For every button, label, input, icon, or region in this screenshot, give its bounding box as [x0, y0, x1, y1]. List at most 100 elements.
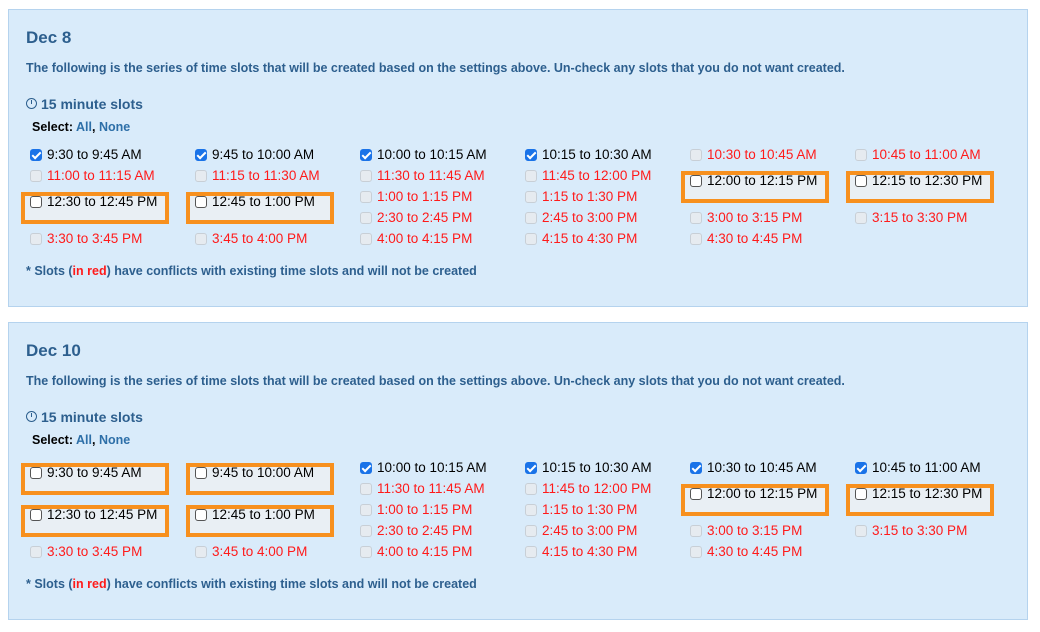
time-slot: 2:45 to 3:00 PM — [525, 520, 690, 541]
conflict-footnote: * Slots (in red) have conflicts with exi… — [26, 264, 477, 278]
time-slot[interactable]: 9:45 to 10:00 AM — [186, 462, 360, 495]
time-slot: 3:00 to 3:15 PM — [690, 207, 855, 228]
time-slot[interactable]: 10:00 to 10:15 AM — [360, 457, 525, 478]
time-slot-label: 1:15 to 1:30 PM — [542, 502, 638, 517]
time-slot: 3:15 to 3:30 PM — [855, 207, 1020, 228]
checkbox — [525, 232, 537, 245]
checkbox[interactable] — [195, 466, 207, 479]
time-slot: 4:00 to 4:15 PM — [360, 541, 525, 562]
time-slot-label: 12:00 to 12:15 PM — [707, 486, 818, 501]
time-slot-label: 3:15 to 3:30 PM — [872, 210, 968, 225]
time-slot-label: 11:30 to 11:45 AM — [377, 168, 485, 183]
time-slot[interactable]: 10:45 to 11:00 AM — [855, 457, 1020, 478]
time-slot-label: 11:45 to 12:00 PM — [542, 481, 652, 496]
checkbox — [30, 169, 42, 182]
checkbox-checked[interactable] — [195, 148, 207, 161]
checkbox[interactable] — [30, 195, 42, 208]
checkbox-checked[interactable] — [525, 461, 537, 474]
time-slot-label: 3:30 to 3:45 PM — [47, 231, 143, 246]
checkbox[interactable] — [690, 487, 702, 500]
checkbox — [855, 524, 867, 537]
time-slot[interactable]: 12:15 to 12:30 PM — [846, 483, 1020, 516]
time-slot: 4:15 to 4:30 PM — [525, 228, 690, 249]
highlight-box — [846, 484, 994, 516]
checkbox-checked[interactable] — [525, 148, 537, 161]
time-slot[interactable]: 9:30 to 9:45 AM — [21, 462, 195, 495]
checkbox — [525, 211, 537, 224]
checkbox[interactable] — [690, 174, 702, 187]
time-slot-label: 10:45 to 11:00 AM — [872, 460, 981, 475]
day-title: Dec 10 — [26, 341, 81, 360]
time-slot[interactable]: 10:30 to 10:45 AM — [690, 457, 855, 478]
select-none-link[interactable]: None — [98, 433, 131, 447]
time-slot: 3:30 to 3:45 PM — [30, 541, 195, 562]
time-slot: 11:15 to 11:30 AM — [195, 165, 360, 186]
checkbox[interactable] — [195, 508, 207, 521]
time-slot-label: 3:00 to 3:15 PM — [707, 210, 803, 225]
checkbox[interactable] — [30, 466, 42, 479]
time-slot: 2:30 to 2:45 PM — [360, 207, 525, 228]
footnote-red: in red — [72, 264, 107, 278]
time-slot-label: 9:45 to 10:00 AM — [212, 465, 315, 480]
checkbox — [525, 503, 537, 516]
checkbox[interactable] — [855, 174, 867, 187]
highlight-box — [21, 505, 169, 537]
time-slot-label: 4:30 to 4:45 PM — [707, 231, 803, 246]
select-links: Select: All, None — [32, 120, 131, 134]
time-slot[interactable]: 10:15 to 10:30 AM — [525, 144, 690, 165]
checkbox — [525, 169, 537, 182]
footnote-prefix: * Slots ( — [26, 577, 73, 591]
time-slot-label: 12:00 to 12:15 PM — [707, 173, 818, 188]
checkbox[interactable] — [30, 508, 42, 521]
time-slot: 4:15 to 4:30 PM — [525, 541, 690, 562]
checkbox-checked[interactable] — [30, 148, 42, 161]
footnote-prefix: * Slots ( — [26, 264, 73, 278]
checkbox — [525, 524, 537, 537]
time-slot-label: 2:45 to 3:00 PM — [542, 523, 638, 538]
time-slot: 11:45 to 12:00 PM — [525, 165, 690, 186]
checkbox — [360, 232, 372, 245]
time-slot[interactable]: 10:15 to 10:30 AM — [525, 457, 690, 478]
time-slot: 10:45 to 11:00 AM — [855, 144, 1020, 165]
time-slot-label: 12:30 to 12:45 PM — [47, 194, 158, 209]
time-slot: 2:45 to 3:00 PM — [525, 207, 690, 228]
time-slot-label: 4:30 to 4:45 PM — [707, 544, 803, 559]
checkbox-checked[interactable] — [360, 148, 372, 161]
select-none-link[interactable]: None — [98, 120, 131, 134]
conflict-footnote: * Slots (in red) have conflicts with exi… — [26, 577, 477, 591]
time-slot-label: 11:00 to 11:15 AM — [47, 168, 155, 183]
time-slot[interactable]: 12:30 to 12:45 PM — [21, 504, 195, 537]
time-slot[interactable]: 9:30 to 9:45 AM — [30, 144, 195, 165]
time-slot[interactable]: 12:30 to 12:45 PM — [21, 191, 195, 224]
highlight-box — [681, 171, 829, 203]
time-slot-label: 10:45 to 11:00 AM — [872, 147, 981, 162]
time-slot[interactable]: 12:00 to 12:15 PM — [681, 170, 855, 203]
time-slot: 4:30 to 4:45 PM — [690, 541, 855, 562]
time-slot[interactable]: 12:15 to 12:30 PM — [846, 170, 1020, 203]
time-slot-label: 11:15 to 11:30 AM — [212, 168, 320, 183]
select-all-link[interactable]: All — [76, 120, 92, 134]
checkbox-checked[interactable] — [855, 461, 867, 474]
checkbox — [360, 211, 372, 224]
checkbox[interactable] — [195, 195, 207, 208]
checkbox — [195, 169, 207, 182]
select-all-link[interactable]: All — [76, 433, 92, 447]
highlight-box — [681, 484, 829, 516]
checkbox — [195, 232, 207, 245]
time-slot[interactable]: 9:45 to 10:00 AM — [195, 144, 360, 165]
time-slot[interactable]: 12:45 to 1:00 PM — [186, 191, 360, 224]
time-slot: 10:30 to 10:45 AM — [690, 144, 855, 165]
checkbox[interactable] — [855, 487, 867, 500]
time-slot: 11:45 to 12:00 PM — [525, 478, 690, 499]
time-slot: 3:45 to 4:00 PM — [195, 228, 360, 249]
time-slot[interactable]: 12:00 to 12:15 PM — [681, 483, 855, 516]
checkbox — [525, 545, 537, 558]
checkbox-checked[interactable] — [360, 461, 372, 474]
time-slot[interactable]: 10:00 to 10:15 AM — [360, 144, 525, 165]
time-slot-label: 10:15 to 10:30 AM — [542, 147, 652, 162]
time-slot: 3:15 to 3:30 PM — [855, 520, 1020, 541]
time-slot[interactable]: 12:45 to 1:00 PM — [186, 504, 360, 537]
highlight-box — [21, 192, 169, 224]
time-slot-label: 10:00 to 10:15 AM — [377, 460, 487, 475]
checkbox-checked[interactable] — [690, 461, 702, 474]
